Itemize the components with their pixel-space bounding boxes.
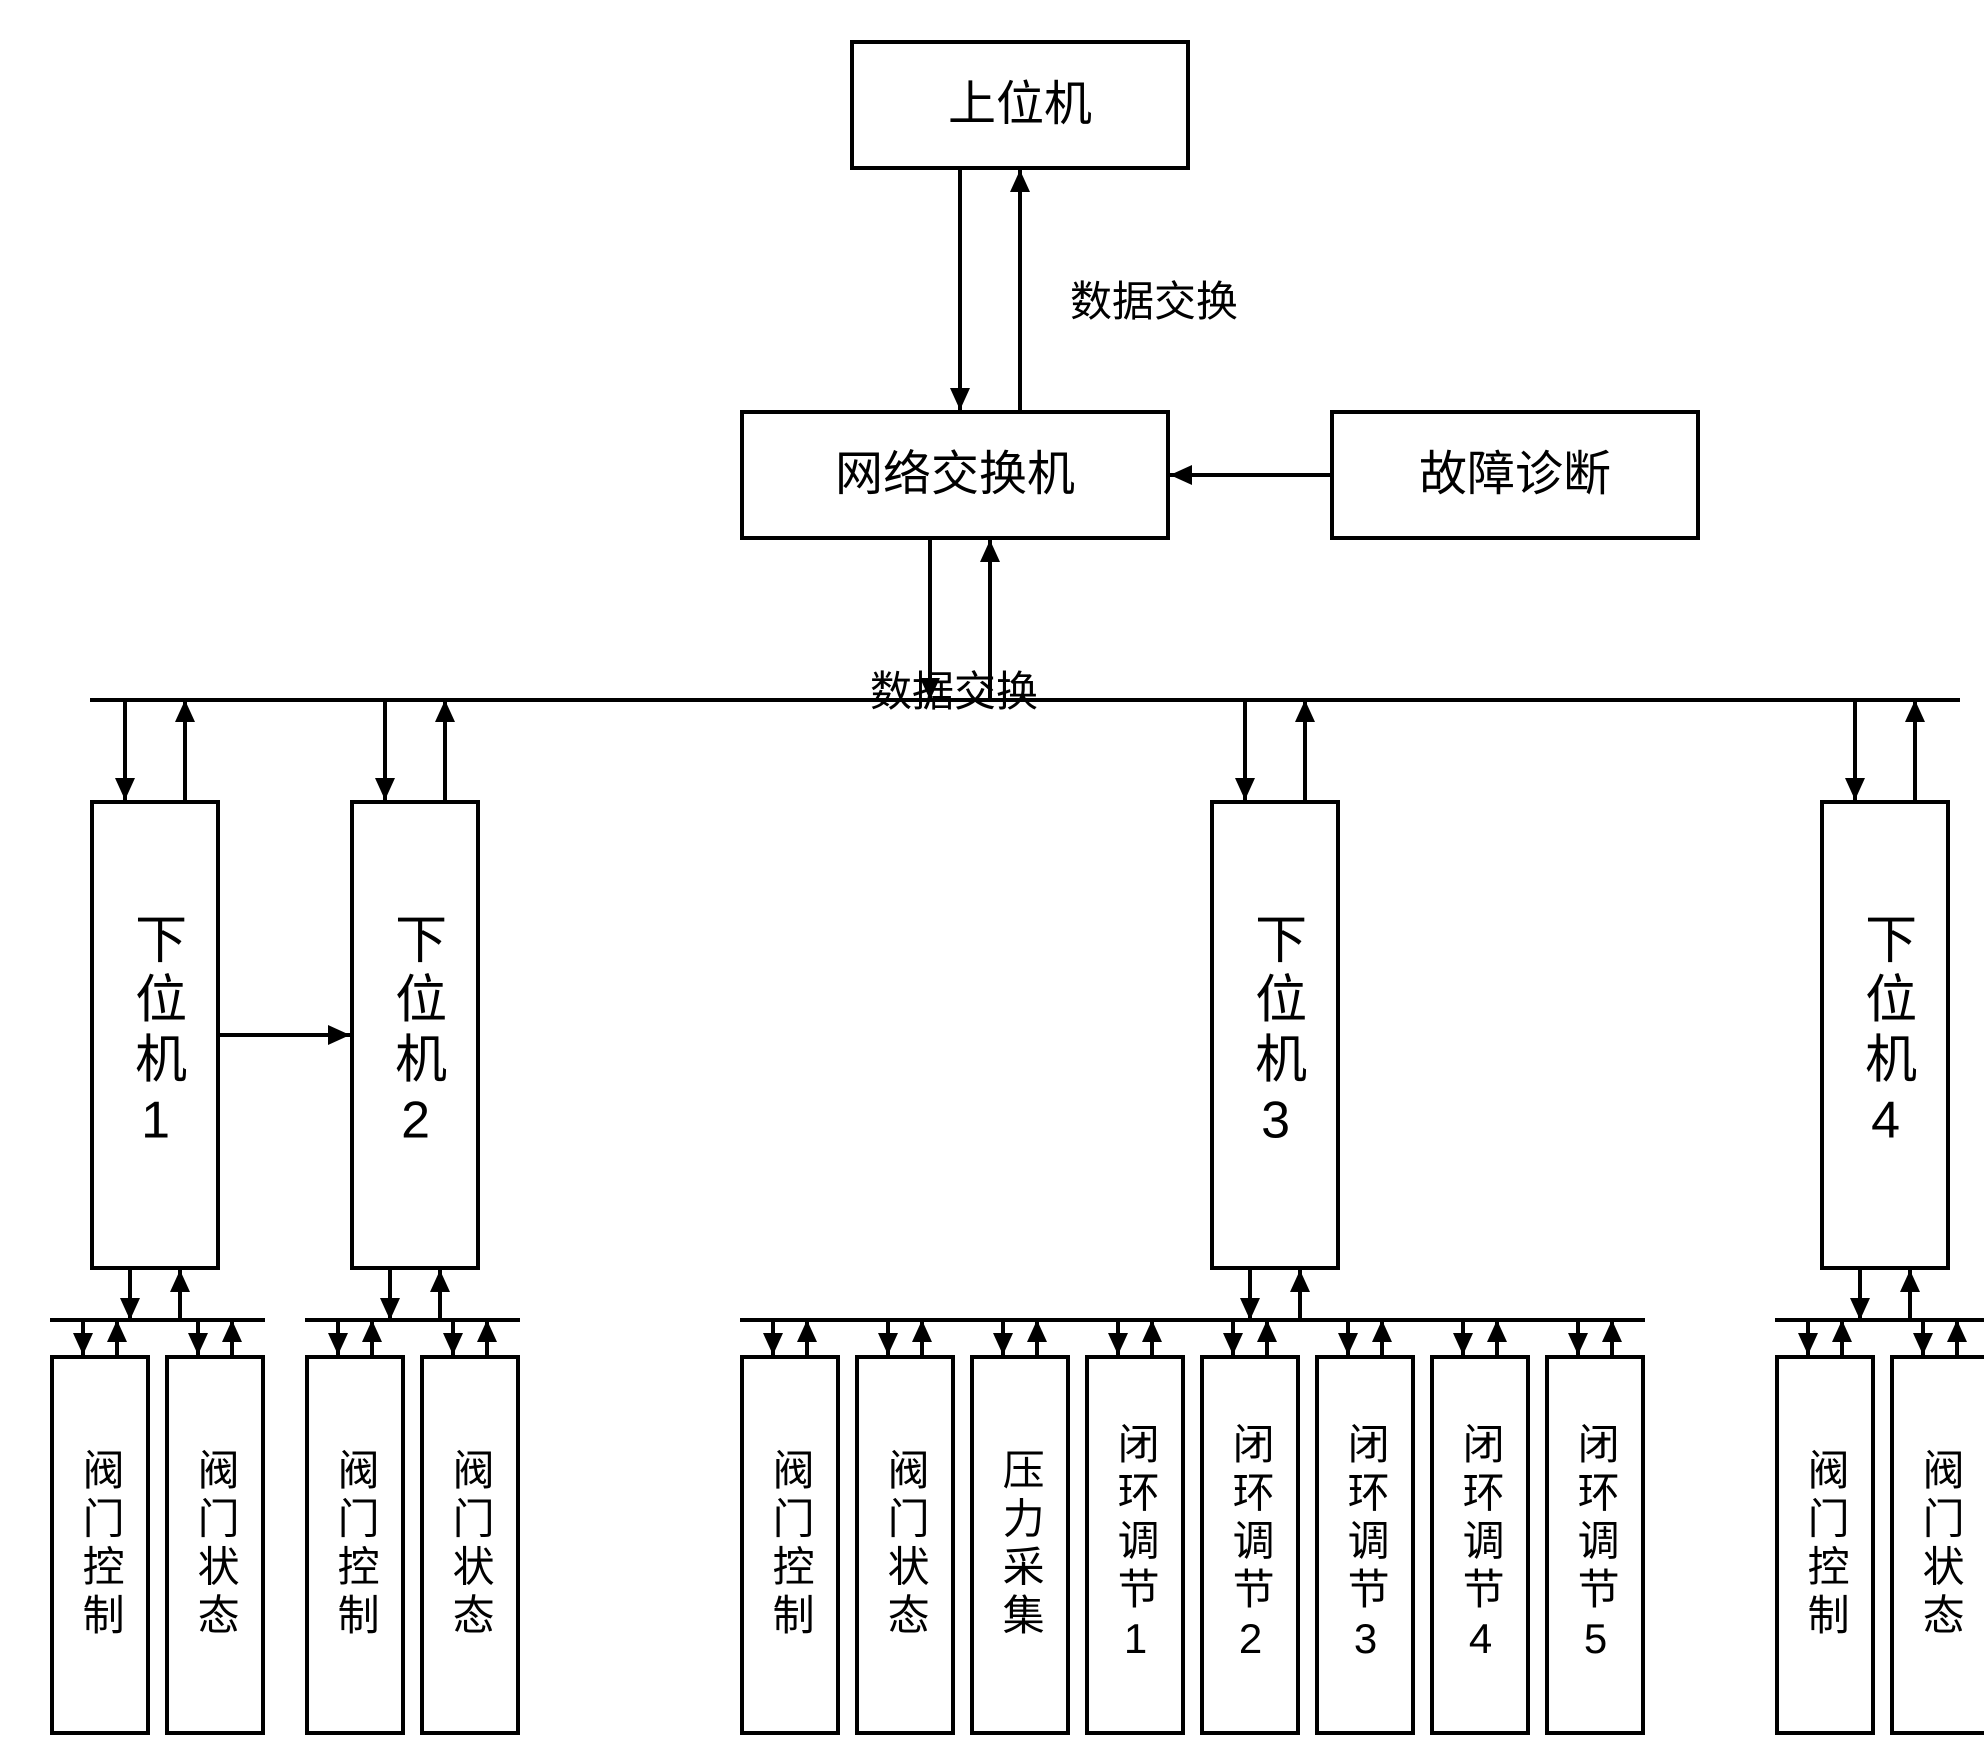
box-l4b: 阀门状态: [1890, 1355, 1984, 1735]
box-label-l4a: 阀门控制: [1802, 1448, 1848, 1641]
box-l1b: 阀门状态: [165, 1355, 265, 1735]
box-host: 上位机: [850, 40, 1190, 170]
box-l3e: 闭环调节2: [1200, 1355, 1300, 1735]
box-label-l3a: 阀门控制: [767, 1448, 813, 1641]
box-l3a: 阀门控制: [740, 1355, 840, 1735]
box-label-l3b: 阀门状态: [882, 1448, 928, 1641]
box-l3f: 闭环调节3: [1315, 1355, 1415, 1735]
box-label-lower1: 下位机1: [126, 912, 183, 1157]
box-label-l3g: 闭环调节4: [1457, 1422, 1503, 1669]
box-switch: 网络交换机: [740, 410, 1170, 540]
box-l1a: 阀门控制: [50, 1355, 150, 1735]
box-label-l3e: 闭环调节2: [1227, 1422, 1273, 1669]
box-label-lower3: 下位机3: [1246, 912, 1303, 1157]
box-l3d: 闭环调节1: [1085, 1355, 1185, 1735]
box-label-host: 上位机: [948, 79, 1092, 132]
box-diag: 故障诊断: [1330, 410, 1700, 540]
box-lower4: 下位机4: [1820, 800, 1950, 1270]
box-label-l2a: 阀门控制: [332, 1448, 378, 1641]
box-l3g: 闭环调节4: [1430, 1355, 1530, 1735]
box-label-l1a: 阀门控制: [77, 1448, 123, 1641]
box-label-lower4: 下位机4: [1856, 912, 1913, 1157]
label-dx1: 数据交换: [1070, 268, 1238, 329]
box-label-l3c: 压力采集: [997, 1448, 1043, 1641]
box-label-l3h: 闭环调节5: [1572, 1422, 1618, 1669]
box-l3h: 闭环调节5: [1545, 1355, 1645, 1735]
box-l3c: 压力采集: [970, 1355, 1070, 1735]
box-label-l3f: 闭环调节3: [1342, 1422, 1388, 1669]
box-label-l2b: 阀门状态: [447, 1448, 493, 1641]
box-l3b: 阀门状态: [855, 1355, 955, 1735]
box-label-lower2: 下位机2: [386, 912, 443, 1157]
label-dx2: 数据交换: [870, 658, 1038, 719]
box-l2a: 阀门控制: [305, 1355, 405, 1735]
box-lower1: 下位机1: [90, 800, 220, 1270]
box-label-l4b: 阀门状态: [1917, 1448, 1963, 1641]
box-label-l1b: 阀门状态: [192, 1448, 238, 1641]
box-lower2: 下位机2: [350, 800, 480, 1270]
box-lower3: 下位机3: [1210, 800, 1340, 1270]
box-label-diag: 故障诊断: [1419, 449, 1611, 502]
box-label-switch: 网络交换机: [835, 449, 1075, 502]
box-l2b: 阀门状态: [420, 1355, 520, 1735]
diagram-canvas: 上位机网络交换机 故障诊断下位机1 下位机2 下位机3 下位机4 阀门控制 阀门状态 阀门控制…: [0, 0, 1984, 1751]
box-label-l3d: 闭环调节1: [1112, 1422, 1158, 1669]
box-l4a: 阀门控制: [1775, 1355, 1875, 1735]
